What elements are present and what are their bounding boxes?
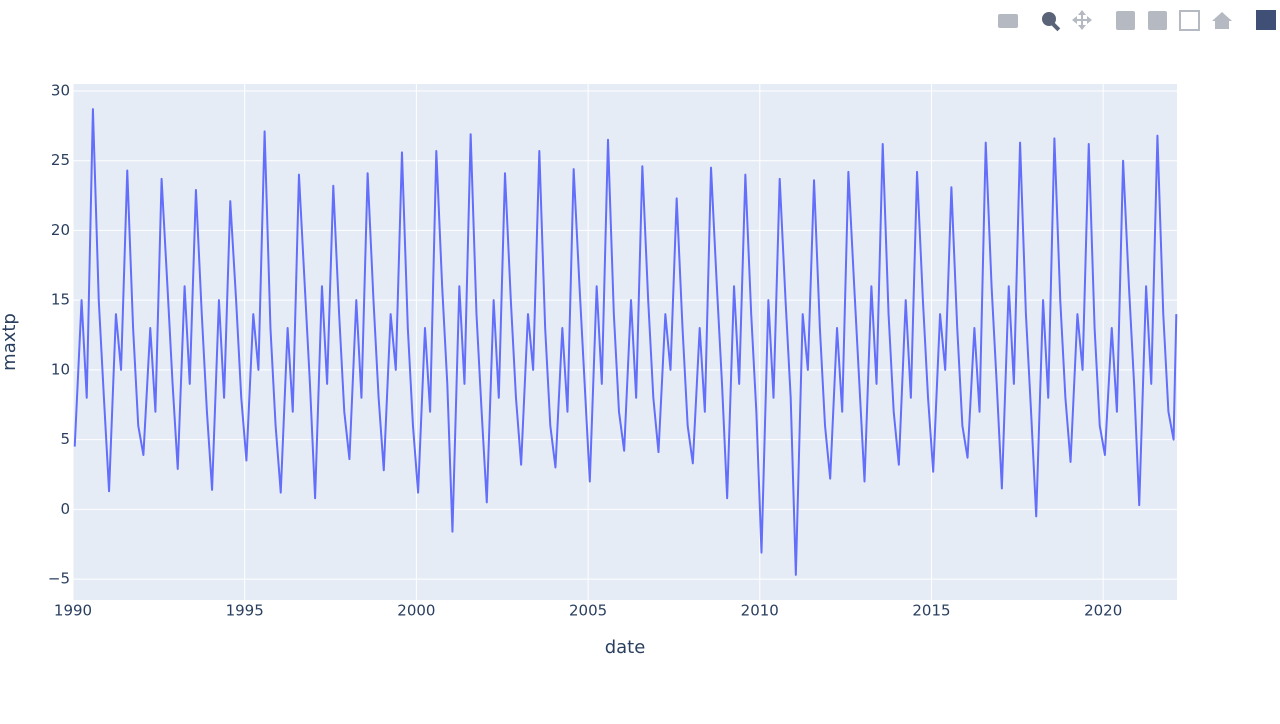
x-axis-title: date <box>605 637 646 658</box>
camera-icon[interactable] <box>998 14 1018 28</box>
y-tick-label: 15 <box>51 291 70 309</box>
y-tick-label: 0 <box>60 500 70 518</box>
y-tick-label: 30 <box>51 81 70 99</box>
zoom-out-icon[interactable] <box>1148 11 1167 30</box>
y-tick-label: 5 <box>60 430 70 448</box>
data-line <box>73 108 1178 576</box>
y-tick-label: −5 <box>48 570 70 588</box>
y-tick-label: 25 <box>51 151 70 169</box>
x-tick-label: 2000 <box>397 602 435 620</box>
pan-icon[interactable] <box>1072 10 1092 30</box>
x-tick-label: 2010 <box>741 602 779 620</box>
autoscale-icon[interactable] <box>1179 10 1200 31</box>
x-tick-label: 2015 <box>912 602 950 620</box>
plotly-logo[interactable] <box>1256 10 1276 30</box>
y-axis-title: maxtp <box>0 313 20 371</box>
toolbar <box>998 10 1276 32</box>
x-tick-label: 1990 <box>54 602 92 620</box>
zoom-handle <box>1051 22 1061 32</box>
plot-area <box>73 84 1177 600</box>
y-tick-label: 20 <box>51 221 70 239</box>
zoom-icon[interactable] <box>1042 12 1056 26</box>
zoom-in-icon[interactable] <box>1116 11 1135 30</box>
x-tick-label: 2005 <box>569 602 607 620</box>
x-tick-label: 1995 <box>226 602 264 620</box>
reset-icon[interactable] <box>1212 12 1232 29</box>
x-tick-label: 2020 <box>1084 602 1122 620</box>
y-tick-label: 10 <box>51 360 70 378</box>
